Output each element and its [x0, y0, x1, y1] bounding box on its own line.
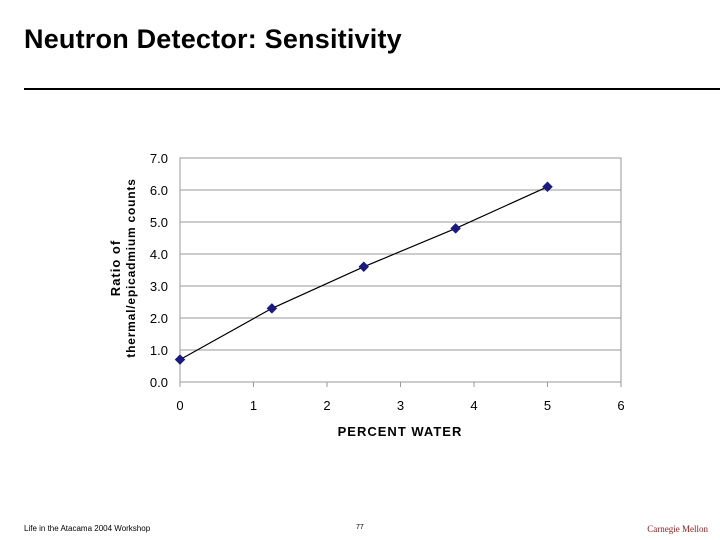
data-point-diamond: [266, 303, 278, 314]
x-tick-label: 5: [544, 398, 551, 413]
x-tick-label: 6: [617, 398, 624, 413]
grid-layer: [180, 157, 621, 383]
x-tick-label: 2: [323, 398, 330, 413]
tick-label-layer: 0.0 1.0 2.0 3.0 4.0 5.0 6.0 7.0 0 1 2 3 4 5 6: [150, 151, 625, 413]
y-axis-label-line-2: thermal/epicadmium counts: [124, 178, 138, 357]
data-point-diamond: [174, 354, 186, 365]
series-layer: [174, 181, 553, 365]
slide-title: Neutron Detector: Sensitivity: [24, 24, 402, 54]
y-tick-label: 0.0: [150, 375, 168, 390]
y-tick-label: 4.0: [150, 247, 168, 262]
y-tick-label: 7.0: [150, 151, 168, 166]
y-axis-label-line-1: Ratio of: [108, 240, 123, 296]
footer-institution: Carnegie Mellon: [647, 524, 708, 534]
x-tick-label: 1: [250, 398, 257, 413]
footer-page-number: 77: [356, 524, 364, 531]
y-tick-label: 2.0: [150, 311, 168, 326]
x-axis-label: PERCENT WATER: [338, 424, 463, 439]
title-divider: [24, 88, 720, 90]
series-line: [179, 186, 548, 361]
axis-layer: [179, 157, 622, 387]
data-point-diamond: [542, 181, 553, 193]
y-tick-label: 1.0: [150, 343, 168, 358]
plot-frame: [179, 157, 622, 383]
y-tick-label: 5.0: [150, 215, 168, 230]
footer-workshop-name: Life in the Atacama 2004 Workshop: [24, 524, 151, 533]
y-tick-label: 3.0: [150, 279, 168, 294]
data-point-diamond: [450, 223, 461, 234]
x-tick-label: 0: [176, 398, 183, 413]
x-tick-label: 3: [397, 398, 404, 413]
y-tick-label: 6.0: [150, 183, 168, 198]
x-tick-label: 4: [470, 398, 477, 413]
data-point-diamond: [358, 261, 370, 273]
